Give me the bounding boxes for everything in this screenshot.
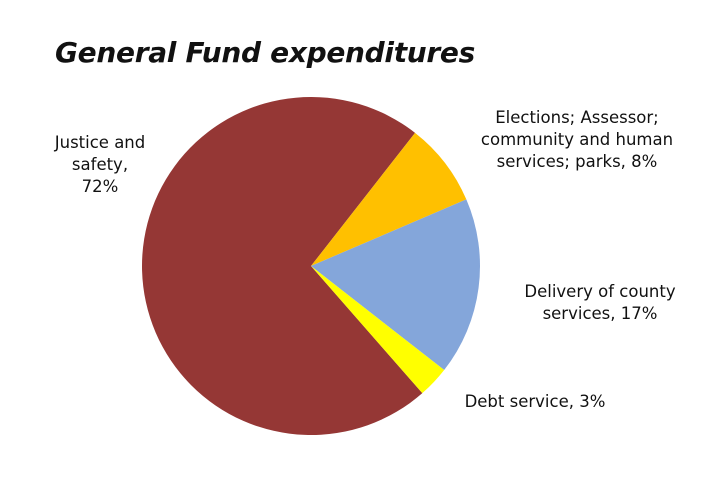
pie-slice-justice-and-safety bbox=[142, 97, 423, 436]
label-line: services; parks, 8% bbox=[496, 152, 658, 171]
label-line: Delivery of county bbox=[524, 282, 676, 301]
label-line: Debt service, 3% bbox=[464, 392, 606, 411]
chart-title: General Fund expenditures bbox=[55, 36, 475, 69]
data-label-justice-and-safety: Justice and safety, 72% bbox=[45, 132, 155, 198]
label-line: safety, bbox=[71, 155, 129, 174]
label-line: Justice and bbox=[54, 133, 146, 152]
pie-slice-elections-assessor-community-parks bbox=[311, 132, 467, 266]
pie-slice-debt-service bbox=[311, 266, 445, 394]
label-line: Elections; Assessor; bbox=[495, 108, 659, 127]
label-line: services, 17% bbox=[542, 304, 658, 323]
data-label-debt-service: Debt service, 3% bbox=[450, 391, 620, 413]
data-label-elections-assessor-community-parks: Elections; Assessor; community and human… bbox=[457, 107, 697, 173]
label-line: 72% bbox=[81, 177, 119, 196]
pie-slice-delivery-of-county-services bbox=[311, 199, 480, 371]
label-line: community and human bbox=[480, 130, 674, 149]
data-label-delivery-of-county-services: Delivery of county services, 17% bbox=[500, 281, 700, 325]
